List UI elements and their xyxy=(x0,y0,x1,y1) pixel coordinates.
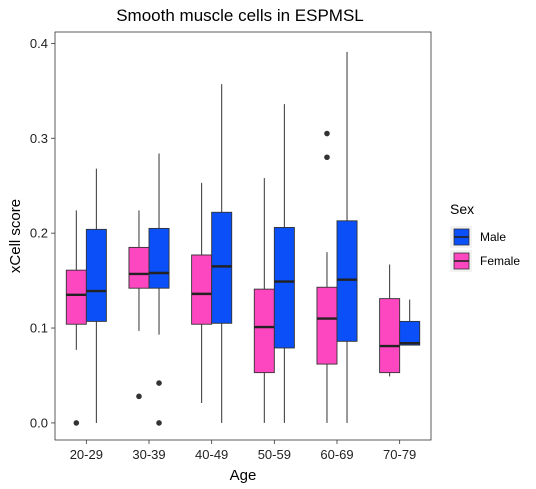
legend-title: Sex xyxy=(450,201,474,217)
x-tick-label: 50-59 xyxy=(258,447,291,462)
y-tick-label: 0.0 xyxy=(30,415,48,430)
box-body xyxy=(253,288,275,374)
legend: Sex Male Female xyxy=(450,201,520,272)
box-body xyxy=(65,269,87,325)
box-male-30-39 xyxy=(148,153,170,426)
plot-panel xyxy=(54,31,432,441)
box-body xyxy=(85,228,107,322)
y-tick-label: 0.4 xyxy=(30,36,48,51)
y-axis-title: xCell score xyxy=(7,199,24,273)
outlier-point xyxy=(324,130,330,137)
box-female-60-69 xyxy=(316,130,338,423)
box-body xyxy=(211,211,233,324)
box-male-20-29 xyxy=(85,168,107,423)
box-body xyxy=(399,320,421,346)
x-tick-label: 70-79 xyxy=(383,447,416,462)
box-body xyxy=(148,227,170,289)
x-axis: 20-29 30-39 40-49 50-59 60-69 70-79 xyxy=(70,440,416,462)
legend-label-male: Male xyxy=(480,230,506,244)
box-male-60-69 xyxy=(336,51,358,423)
outlier-point xyxy=(73,420,80,426)
outlier-point xyxy=(156,420,162,426)
box-body xyxy=(128,246,150,289)
y-axis: 0.0 0.1 0.2 0.3 0.4 xyxy=(30,36,55,430)
x-tick-label: 30-39 xyxy=(132,447,165,462)
box-series xyxy=(65,51,421,426)
x-tick-label: 40-49 xyxy=(195,447,228,462)
box-body xyxy=(273,227,295,349)
box-male-70-79 xyxy=(399,299,421,346)
outlier-point xyxy=(136,393,142,400)
y-tick-label: 0.1 xyxy=(30,321,48,336)
y-tick-label: 0.2 xyxy=(30,226,48,241)
box-male-50-59 xyxy=(273,104,295,423)
box-body xyxy=(191,254,213,325)
x-tick-label: 60-69 xyxy=(320,447,353,462)
outlier-point xyxy=(324,154,330,161)
box-body xyxy=(336,220,358,342)
box-female-20-29 xyxy=(65,210,87,426)
outlier-point xyxy=(156,380,162,386)
y-tick-label: 0.3 xyxy=(30,131,48,146)
box-male-40-49 xyxy=(211,84,233,423)
box-body xyxy=(379,298,401,374)
box-body xyxy=(316,286,338,365)
legend-label-female: Female xyxy=(480,254,520,268)
x-axis-title: Age xyxy=(230,467,257,484)
x-tick-label: 20-29 xyxy=(70,447,103,462)
chart-title: Smooth muscle cells in ESPMSL xyxy=(116,6,364,25)
